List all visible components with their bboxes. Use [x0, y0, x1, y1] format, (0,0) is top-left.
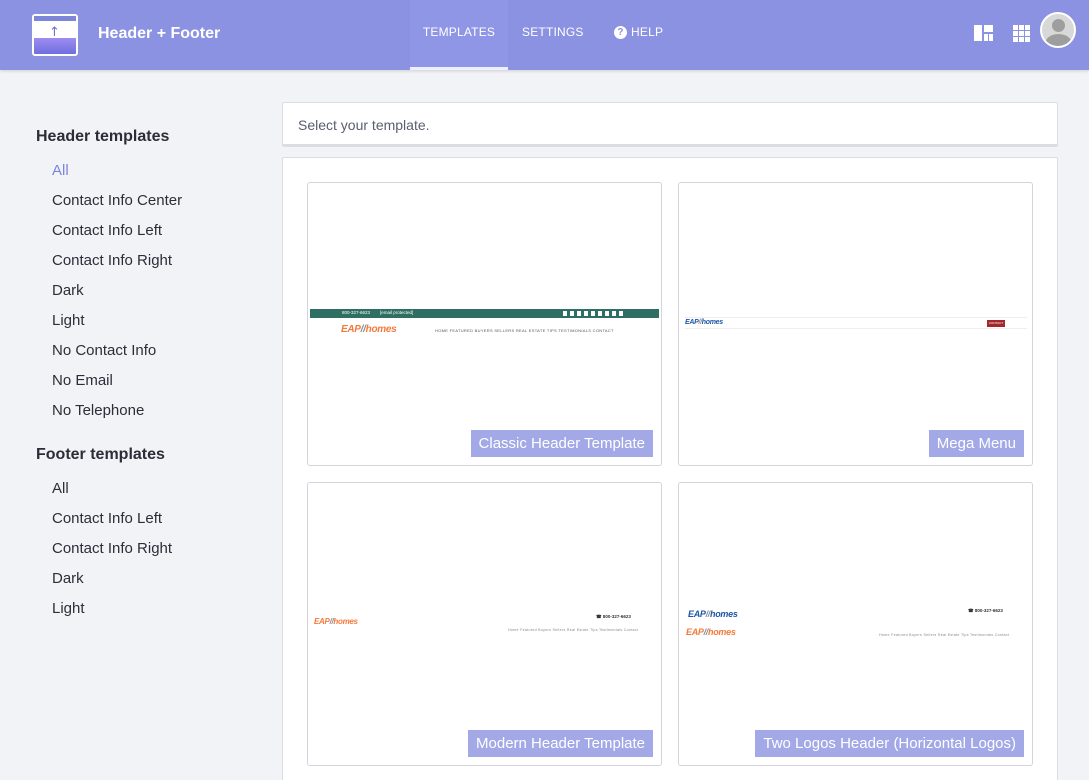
arrow-up-icon: ↑	[49, 25, 60, 40]
user-avatar[interactable]	[1040, 12, 1076, 48]
help-icon: ?	[614, 26, 627, 39]
preview-email: [email protected]	[380, 310, 414, 315]
header-filter-no-email[interactable]: No Email	[52, 372, 113, 389]
logo-bar	[34, 16, 76, 21]
preview-nav: Home Featured Buyers Sellers Real Estate…	[508, 628, 639, 632]
app-title: Header + Footer	[98, 25, 221, 42]
template-search-box[interactable]: Select your template.	[282, 102, 1058, 147]
preview-contact-button: CONTACT	[987, 320, 1005, 327]
preview-social-icons	[563, 311, 625, 316]
tab-settings[interactable]: SETTINGS	[522, 25, 584, 39]
footer-filter-dark[interactable]: Dark	[52, 570, 84, 587]
template-gallery: 800-327-6623 [email protected] EAP//home…	[282, 157, 1058, 780]
template-label: Modern Header Template	[468, 730, 653, 757]
footer-filter-contact-info-left[interactable]: Contact Info Left	[52, 510, 163, 527]
footer-filter-list: All Contact Info Left Contact Info Right…	[52, 480, 266, 630]
app-logo-icon: ↑	[32, 14, 78, 56]
template-label: Mega Menu	[928, 430, 1024, 457]
template-card-classic[interactable]: 800-327-6623 [email protected] EAP//home…	[307, 182, 662, 466]
preview-logo: EAP//homes	[341, 324, 397, 335]
top-bar: ↑ Header + Footer TEMPLATES SETTINGS ? HE…	[0, 0, 1089, 70]
template-card-modern[interactable]: EAP//homes ☎ 800-327-6623 Home Featured …	[307, 482, 662, 766]
header-filter-no-contact-info[interactable]: No Contact Info	[52, 342, 157, 359]
preview-nav: HOME FEATURED BUYERS SELLERS REAL ESTATE…	[435, 328, 614, 333]
template-label: Two Logos Header (Horizontal Logos)	[755, 730, 1024, 757]
preview-logo-secondary: EAP//homes	[686, 627, 736, 637]
help-label: HELP	[631, 25, 664, 39]
preview-logo: EAP//homes	[685, 319, 723, 326]
preview-phone: ☎ 800-327-6623	[968, 608, 1003, 613]
preview-nav: Home Featured Buyers Sellers Real Estate…	[879, 633, 1010, 637]
preview-contact-bar: 800-327-6623 [email protected]	[310, 309, 659, 318]
header-filter-all[interactable]: All	[52, 162, 69, 179]
footer-templates-heading: Footer templates	[36, 446, 165, 463]
preview-header-strip: EAP//homes CONTACT	[685, 317, 1027, 329]
template-card-mega-menu[interactable]: EAP//homes CONTACT Mega Menu	[678, 182, 1033, 466]
preview-logo: EAP//homes	[314, 617, 358, 626]
template-filter-sidebar: Header templates All Contact Info Center…	[36, 128, 266, 644]
header-filter-contact-info-left[interactable]: Contact Info Left	[52, 222, 163, 239]
tab-templates[interactable]: TEMPLATES	[410, 0, 508, 70]
header-filter-list: All Contact Info Center Contact Info Lef…	[52, 162, 266, 432]
header-filter-contact-info-center[interactable]: Contact Info Center	[52, 192, 183, 209]
header-templates-heading: Header templates	[36, 128, 170, 145]
layout-icon[interactable]	[974, 25, 993, 41]
footer-filter-light[interactable]: Light	[52, 600, 85, 617]
footer-filter-all[interactable]: All	[52, 480, 69, 497]
template-card-two-logos[interactable]: EAP//homes EAP//homes ☎ 800-327-6623 Hom…	[678, 482, 1033, 766]
tab-help[interactable]: ? HELP	[614, 0, 663, 70]
preview-phone: 800-327-6623	[342, 310, 371, 315]
footer-filter-contact-info-right[interactable]: Contact Info Right	[52, 540, 173, 557]
preview-logo-primary: EAP//homes	[688, 609, 738, 619]
template-label: Classic Header Template	[470, 430, 653, 457]
preview-phone: ☎ 800-327-6623	[596, 614, 631, 619]
header-filter-light[interactable]: Light	[52, 312, 85, 329]
header-filter-dark[interactable]: Dark	[52, 282, 84, 299]
header-filter-no-telephone[interactable]: No Telephone	[52, 402, 145, 419]
apps-grid-icon[interactable]	[1013, 25, 1030, 42]
header-filter-contact-info-right[interactable]: Contact Info Right	[52, 252, 173, 269]
